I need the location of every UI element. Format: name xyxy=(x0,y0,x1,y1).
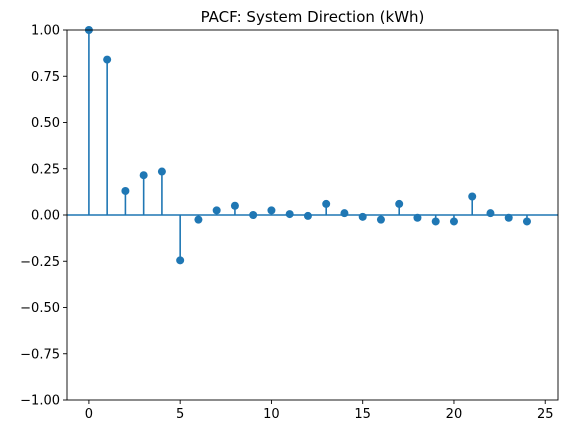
y-tick-label: 0.25 xyxy=(31,162,60,177)
y-axis: −1.00 −0.75 −0.50 −0.25 0.00 0.25 0.50 0.75 1.00 xyxy=(20,24,67,409)
x-axis: 0 5 10 15 20 25 xyxy=(85,400,554,422)
data-point xyxy=(176,256,185,265)
data-point xyxy=(486,209,495,218)
data-point xyxy=(413,213,422,222)
data-point xyxy=(449,217,458,226)
data-point xyxy=(249,211,258,219)
y-tick-label: 1.00 xyxy=(31,24,60,39)
data-point xyxy=(157,167,166,176)
x-tick-label: 25 xyxy=(537,407,554,422)
x-tick-label: 20 xyxy=(446,407,463,422)
y-tick-label: 0.50 xyxy=(31,116,60,131)
data-point xyxy=(103,55,112,64)
data-point xyxy=(340,209,349,218)
data-point xyxy=(504,213,513,222)
chart-title: PACF: System Direction (kWh) xyxy=(201,8,425,26)
data-point xyxy=(303,211,312,220)
x-tick-label: 15 xyxy=(354,407,371,422)
y-tick-label: −0.75 xyxy=(20,347,60,362)
y-tick-label: −0.50 xyxy=(20,301,60,316)
data-point xyxy=(358,212,367,221)
axes-frame xyxy=(66,29,559,401)
data-point xyxy=(522,217,531,226)
data-point xyxy=(395,199,404,208)
y-tick-label: 0.75 xyxy=(31,70,60,85)
y-tick-label: −1.00 xyxy=(20,394,60,409)
x-tick-label: 10 xyxy=(263,407,280,422)
data-point xyxy=(121,186,130,195)
data-point xyxy=(322,199,331,208)
data-point xyxy=(468,192,477,201)
x-tick-label: 0 xyxy=(85,407,93,422)
x-tick-label: 5 xyxy=(176,407,184,422)
plot-area xyxy=(67,26,558,265)
data-point xyxy=(431,217,440,226)
data-point xyxy=(139,171,148,180)
data-point xyxy=(267,206,276,215)
data-point xyxy=(376,215,385,224)
data-point xyxy=(212,206,221,215)
data-point xyxy=(230,201,239,210)
data-point xyxy=(285,210,294,219)
y-tick-label: 0.00 xyxy=(31,209,60,224)
y-tick-label: −0.25 xyxy=(20,255,60,270)
data-point xyxy=(194,215,203,224)
